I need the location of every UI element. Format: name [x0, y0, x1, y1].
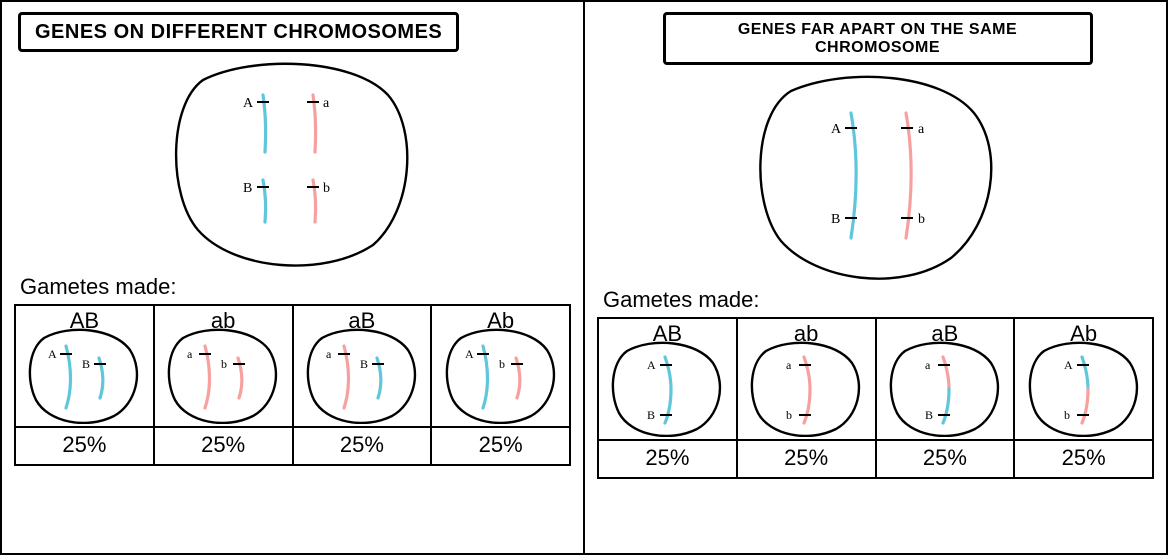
gamete-cell: AbAb25% [432, 306, 569, 464]
svg-text:b: b [499, 357, 505, 371]
gamete-cell: ABAB25% [16, 306, 155, 464]
gamete-cell: abab25% [155, 306, 294, 464]
gamete-pct: 25% [432, 426, 569, 464]
svg-text:B: B [82, 357, 90, 371]
svg-text:b: b [221, 357, 227, 371]
diagram-container: GENES ON DIFFERENT CHROMOSOMES A a B b [0, 0, 1168, 555]
svg-text:a: a [786, 358, 792, 372]
gamete-cell: aBaB25% [877, 319, 1016, 477]
gamete-svg: ab [163, 328, 283, 424]
gamete-cell: ABAB25% [599, 319, 738, 477]
left-panel: GENES ON DIFFERENT CHROMOSOMES A a B b [2, 2, 583, 553]
gamete-svg: AB [607, 341, 727, 437]
svg-text:b: b [786, 408, 792, 422]
svg-text:B: B [360, 357, 368, 371]
right-parent-svg: A B a b [746, 73, 1006, 283]
gamete-pct: 25% [877, 439, 1014, 477]
allele-a: a [918, 122, 925, 137]
gamete-svg: AB [24, 328, 144, 424]
allele-b: b [918, 212, 925, 227]
svg-text:B: B [925, 408, 933, 422]
svg-text:b: b [1064, 408, 1070, 422]
right-title: GENES FAR APART ON THE SAME CHROMOSOME [663, 12, 1093, 65]
gamete-svg: Ab [441, 328, 561, 424]
gamete-pct: 25% [1015, 439, 1152, 477]
gamete-cell: abab25% [738, 319, 877, 477]
right-parent-cell: A B a b [597, 73, 1154, 283]
gamete-svg: ab [746, 341, 866, 437]
svg-text:A: A [48, 347, 57, 361]
allele-B: B [831, 212, 840, 227]
allele-B: B [243, 181, 252, 196]
gamete-pct: 25% [16, 426, 153, 464]
gamete-pct: 25% [294, 426, 431, 464]
left-gametes-label: Gametes made: [20, 274, 571, 300]
right-gamete-row: ABAB25%abab25%aBaB25%AbAb25% [597, 317, 1154, 479]
allele-b: b [323, 181, 330, 196]
allele-a: a [323, 96, 330, 111]
left-gamete-row: ABAB25%abab25%aBaB25%AbAb25% [14, 304, 571, 466]
gamete-svg: aB [885, 341, 1005, 437]
gamete-pct: 25% [599, 439, 736, 477]
svg-text:a: a [187, 347, 193, 361]
gamete-cell: aBaB25% [294, 306, 433, 464]
left-title: GENES ON DIFFERENT CHROMOSOMES [18, 12, 459, 52]
left-parent-svg: A a B b [163, 60, 423, 270]
gamete-svg: Ab [1024, 341, 1144, 437]
svg-text:A: A [1064, 358, 1073, 372]
allele-A: A [243, 96, 254, 111]
gamete-pct: 25% [155, 426, 292, 464]
svg-text:A: A [465, 347, 474, 361]
svg-text:B: B [647, 408, 655, 422]
gamete-cell: AbAb25% [1015, 319, 1152, 477]
gamete-svg: aB [302, 328, 422, 424]
svg-text:a: a [326, 347, 332, 361]
svg-text:A: A [647, 358, 656, 372]
gamete-pct: 25% [738, 439, 875, 477]
left-parent-cell: A a B b [14, 60, 571, 270]
svg-text:a: a [925, 358, 931, 372]
right-panel: GENES FAR APART ON THE SAME CHROMOSOME A… [583, 2, 1166, 553]
right-gametes-label: Gametes made: [603, 287, 1154, 313]
allele-A: A [831, 122, 842, 137]
